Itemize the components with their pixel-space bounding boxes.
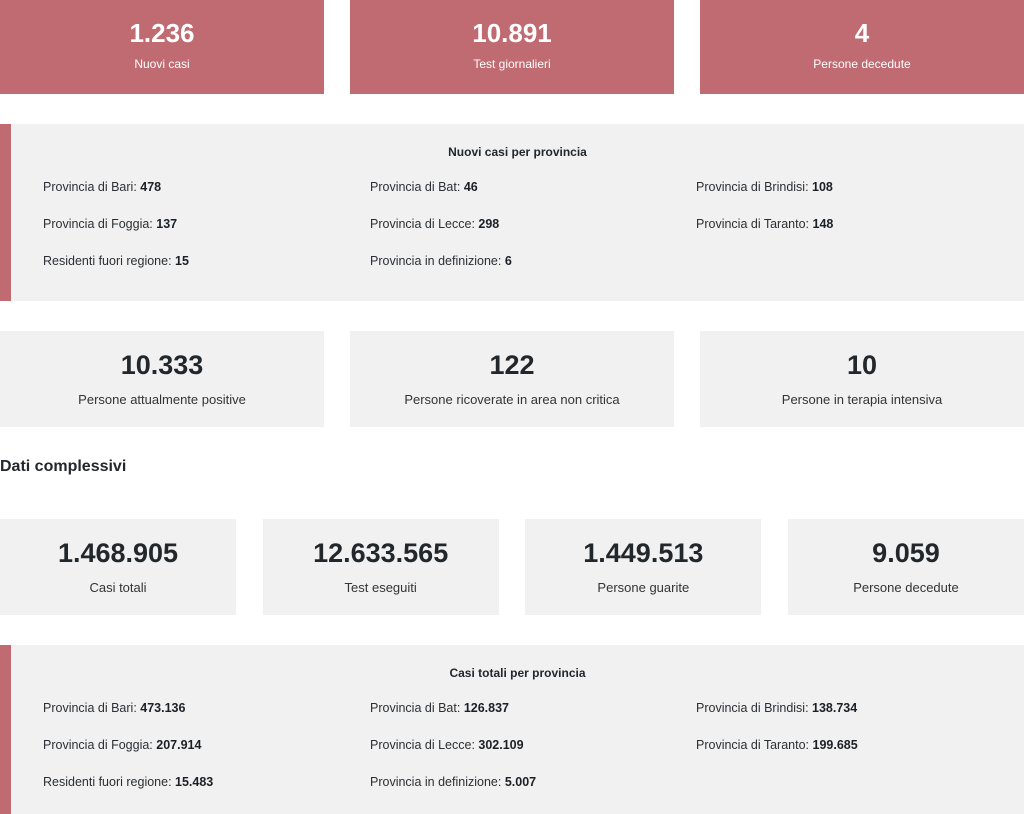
- total-deaths-value: 9.059: [872, 538, 940, 568]
- province-name: Provincia in definizione:: [370, 775, 502, 789]
- province-item: Provincia di Foggia: 137: [43, 217, 177, 231]
- province-name: Provincia di Bat:: [370, 701, 461, 715]
- province-name: Residenti fuori regione:: [43, 775, 172, 789]
- daily-deaths-card: 4 Persone decedute: [700, 0, 1024, 94]
- daily-deaths-value: 4: [854, 18, 870, 48]
- province-name: Provincia in definizione:: [370, 254, 502, 268]
- intensive-care-value: 10: [846, 350, 878, 380]
- hospitalized-label: Persone ricoverate in area non critica: [404, 392, 620, 407]
- province-value: 302.109: [478, 738, 524, 752]
- active-positive-card: 10.333 Persone attualmente positive: [0, 331, 324, 427]
- recovered-card: 1.449.513 Persone guarite: [525, 519, 762, 615]
- province-value: 473.136: [140, 701, 186, 715]
- total-deaths-card: 9.059 Persone decedute: [787, 519, 1024, 615]
- province-item: Provincia di Foggia: 207.914: [43, 738, 201, 752]
- province-value: 138.734: [812, 701, 858, 715]
- province-value: 15.483: [175, 775, 214, 789]
- daily-tests-card: 10.891 Test giornalieri: [350, 0, 674, 94]
- hospitalized-value: 122: [489, 350, 535, 380]
- province-item: Provincia in definizione: 6: [370, 254, 512, 268]
- daily-deaths-label: Persone decedute: [813, 57, 911, 71]
- new-cases-card: 1.236 Nuovi casi: [0, 0, 324, 94]
- province-value: 207.914: [156, 738, 202, 752]
- province-item: Provincia di Bat: 126.837: [370, 701, 509, 715]
- total-cases-value: 1.468.905: [57, 538, 179, 568]
- province-name: Provincia di Lecce:: [370, 738, 475, 752]
- new-cases-value: 1.236: [129, 18, 195, 48]
- new-cases-label: Nuovi casi: [134, 57, 190, 71]
- province-value: 148: [812, 217, 834, 231]
- province-value: 298: [478, 217, 500, 231]
- total-cases-label: Casi totali: [89, 580, 147, 595]
- province-item: Residenti fuori regione: 15: [43, 254, 189, 268]
- total-province-panel: Casi totali per provincia Provincia di B…: [0, 645, 1024, 814]
- province-item: Provincia di Bari: 478: [43, 180, 161, 194]
- total-province-title: Casi totali per provincia: [449, 666, 586, 680]
- total-tests-label: Test eseguiti: [344, 580, 417, 595]
- province-item: Provincia di Brindisi: 108: [696, 180, 833, 194]
- province-item: Provincia di Taranto: 199.685: [696, 738, 858, 752]
- province-name: Provincia di Lecce:: [370, 217, 475, 231]
- province-value: 46: [463, 180, 478, 194]
- active-positive-label: Persone attualmente positive: [78, 392, 246, 407]
- province-value: 5.007: [504, 775, 537, 789]
- province-value: 199.685: [812, 738, 858, 752]
- intensive-care-label: Persone in terapia intensiva: [781, 392, 943, 407]
- province-item: Provincia di Lecce: 302.109: [370, 738, 524, 752]
- province-name: Provincia di Bari:: [43, 180, 137, 194]
- province-item: Provincia di Bat: 46: [370, 180, 478, 194]
- province-name: Provincia di Brindisi:: [696, 701, 809, 715]
- status-stats-row: 10.333 Persone attualmente positive 122 …: [0, 331, 1024, 427]
- total-deaths-label: Persone decedute: [853, 580, 959, 595]
- province-value: 6: [504, 254, 512, 268]
- province-item: Provincia in definizione: 5.007: [370, 775, 536, 789]
- province-name: Provincia di Brindisi:: [696, 180, 809, 194]
- hospitalized-card: 122 Persone ricoverate in area non criti…: [350, 331, 674, 427]
- active-positive-value: 10.333: [120, 350, 204, 380]
- province-value: 108: [812, 180, 833, 194]
- province-name: Provincia di Bari:: [43, 701, 137, 715]
- province-item: Provincia di Taranto: 148: [696, 217, 833, 231]
- province-item: Provincia di Lecce: 298: [370, 217, 499, 231]
- daily-tests-label: Test giornalieri: [473, 57, 551, 71]
- province-value: 478: [140, 180, 162, 194]
- total-tests-card: 12.633.565 Test eseguiti: [262, 519, 499, 615]
- daily-province-title: Nuovi casi per provincia: [448, 145, 587, 159]
- totals-section-title: Dati complessivi: [0, 458, 127, 475]
- province-value: 15: [175, 254, 189, 268]
- province-name: Provincia di Foggia:: [43, 217, 153, 231]
- province-value: 126.837: [463, 701, 509, 715]
- province-name: Provincia di Taranto:: [696, 217, 810, 231]
- province-item: Residenti fuori regione: 15.483: [43, 775, 213, 789]
- province-value: 137: [156, 217, 178, 231]
- intensive-care-card: 10 Persone in terapia intensiva: [700, 331, 1024, 427]
- province-name: Provincia di Bat:: [370, 180, 461, 194]
- recovered-value: 1.449.513: [583, 538, 704, 568]
- daily-province-panel: Nuovi casi per provincia Provincia di Ba…: [0, 124, 1024, 301]
- totals-stats-row: 1.468.905 Casi totali 12.633.565 Test es…: [0, 519, 1024, 615]
- total-tests-value: 12.633.565: [313, 538, 449, 568]
- daily-tests-value: 10.891: [472, 18, 552, 48]
- province-item: Provincia di Brindisi: 138.734: [696, 701, 857, 715]
- province-item: Provincia di Bari: 473.136: [43, 701, 185, 715]
- province-name: Provincia di Foggia:: [43, 738, 153, 752]
- daily-stats-row: 1.236 Nuovi casi 10.891 Test giornalieri…: [0, 0, 1024, 94]
- province-name: Provincia di Taranto:: [696, 738, 810, 752]
- total-cases-card: 1.468.905 Casi totali: [0, 519, 236, 615]
- recovered-label: Persone guarite: [597, 580, 690, 595]
- province-name: Residenti fuori regione:: [43, 254, 172, 268]
